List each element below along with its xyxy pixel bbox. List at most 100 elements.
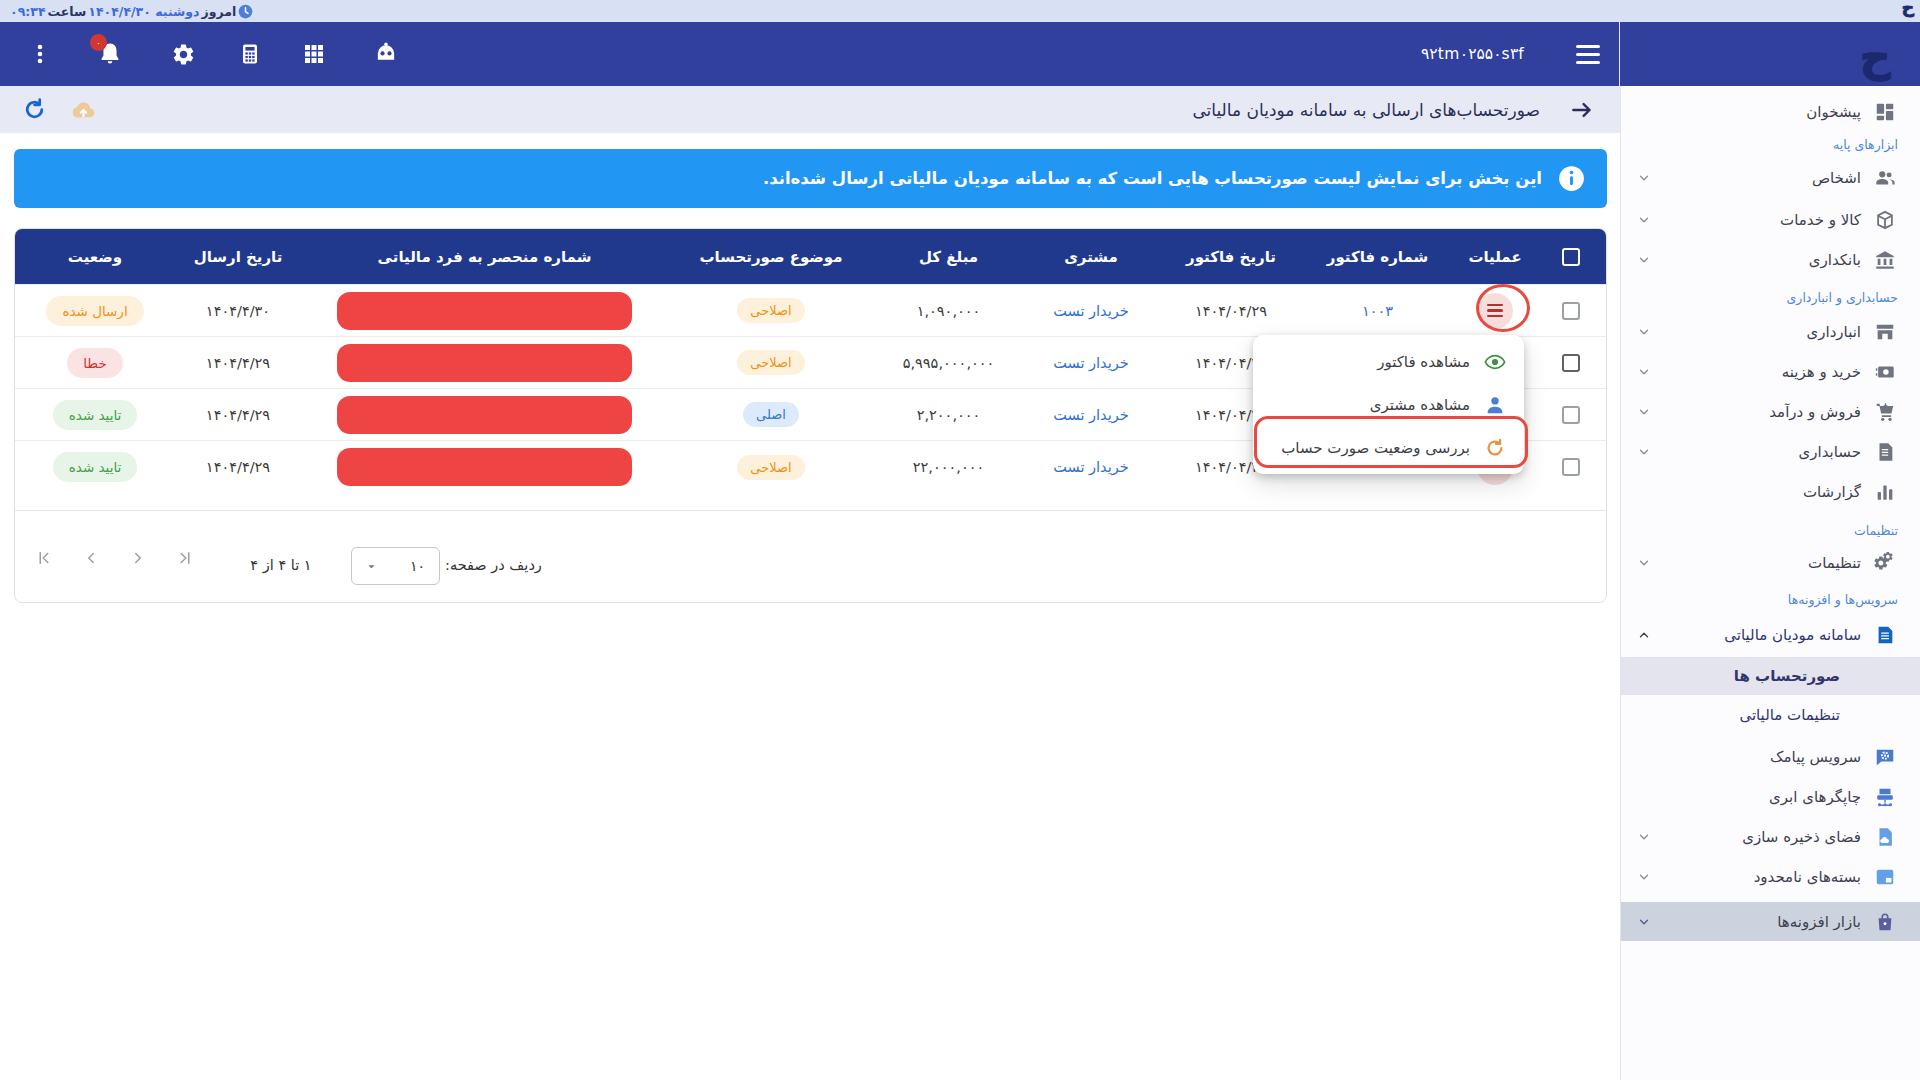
sidebar: پیشخوان ابزارهای پایه اشخاص کالا و خدمات… (1620, 86, 1920, 1080)
rows-per-page-select[interactable]: ۱۰ (351, 547, 440, 585)
cloud-upload-icon[interactable] (70, 96, 97, 127)
status-badge: ارسال شده (46, 296, 143, 326)
row-checkbox[interactable] (1562, 406, 1580, 424)
hamburger-menu-icon[interactable] (1576, 22, 1600, 86)
status-badge: تایید شده (53, 452, 138, 482)
sidebar-item-label: پیشخوان (1806, 103, 1861, 121)
chevron-up-icon (1637, 628, 1651, 642)
refresh-icon[interactable] (22, 97, 47, 126)
subject-badge: اصلاحی (737, 455, 804, 480)
total-amount: ۱,۰۹۰,۰۰۰ (876, 303, 1021, 319)
row-checkbox[interactable] (1562, 354, 1580, 372)
sidebar-item-cloud-printers[interactable]: چاپگرهای ابری (1621, 777, 1920, 817)
page-title: صورتحساب‌های ارسالی به سامانه مودیان مال… (1192, 86, 1540, 133)
sidebar-item-storage[interactable]: فضای ذخیره سازی (1621, 817, 1920, 857)
notifications-bell-icon[interactable]: ۰ (90, 22, 130, 86)
sidebar-subitem-tax-settings[interactable]: تنظیمات مالیاتی (1621, 696, 1920, 734)
bar-chart-icon (1874, 481, 1896, 503)
sidebar-item-label: صورتحساب ها (1734, 667, 1840, 685)
sidebar-item-sms-service[interactable]: سرویس پیامک (1621, 737, 1920, 777)
col-header-send-date: تاریخ ارسال (173, 248, 303, 266)
sidebar-item-label: فضای ذخیره سازی (1742, 828, 1861, 846)
next-page-button[interactable] (129, 549, 147, 567)
customer-link[interactable]: خریدار تست (1021, 303, 1161, 319)
status-badge: تایید شده (53, 400, 138, 430)
time-label: ساعت (48, 4, 87, 19)
sidebar-item-label: حسابداری (1799, 443, 1861, 461)
prev-page-button[interactable] (82, 549, 100, 567)
sidebar-item-people[interactable]: اشخاص (1621, 158, 1920, 198)
sidebar-item-label: بازار افزونه‌ها (1777, 913, 1861, 931)
col-header-invoice-number: شماره فاکتور (1301, 248, 1454, 266)
cloud-printer-icon (1874, 786, 1896, 808)
sidebar-item-addons-market[interactable]: بازار افزونه‌ها (1621, 902, 1920, 941)
col-header-total: مبلغ کل (876, 248, 1021, 266)
settings-gear-icon[interactable] (163, 22, 203, 86)
main-navbar (0, 22, 1920, 86)
assistant-robot-icon[interactable] (366, 22, 406, 86)
info-banner-text: این بخش برای نمایش لیست صورتحساب هایی اس… (763, 169, 1542, 188)
cart-icon (1874, 401, 1896, 423)
invoice-number-link[interactable]: ۱۰۰۳ (1301, 303, 1454, 319)
select-arrow-icon (366, 561, 377, 572)
sidebar-item-unlimited-packages[interactable]: بسته‌های نامحدود (1621, 857, 1920, 897)
pagination-bar: ۱ تا ۴ از ۴ ۱۰ ردیف در صفحه: (15, 510, 1606, 603)
subject-badge: اصلاحی (737, 298, 804, 323)
sidebar-item-label: چاپگرهای ابری (1769, 788, 1861, 806)
today-label: امروز (201, 4, 236, 19)
gears-icon (1874, 552, 1896, 574)
chevron-down-icon (1637, 870, 1651, 884)
sidebar-item-banking[interactable]: بانکداری (1621, 240, 1920, 280)
sidebar-item-label: خرید و هزینه (1782, 363, 1861, 381)
sidebar-item-label: انبارداری (1806, 323, 1861, 341)
sidebar-item-label: تنظیمات مالیاتی (1739, 706, 1840, 724)
sidebar-item-settings[interactable]: تنظیمات (1621, 543, 1920, 583)
col-header-operations: عملیات (1454, 248, 1536, 266)
back-arrow-icon[interactable] (1569, 97, 1595, 127)
row-checkbox[interactable] (1562, 458, 1580, 476)
sidebar-item-tax-system[interactable]: سامانه مودیان مالیاتی (1621, 615, 1920, 655)
sidebar-item-label: سامانه مودیان مالیاتی (1724, 626, 1861, 644)
info-banner: این بخش برای نمایش لیست صورتحساب هایی اس… (14, 149, 1607, 208)
col-header-status: وضعیت (17, 248, 173, 266)
customer-link[interactable]: خریدار تست (1021, 441, 1161, 493)
sidebar-subitem-invoices[interactable]: صورتحساب ها (1621, 657, 1920, 695)
sidebar-item-dashboard[interactable]: پیشخوان (1621, 92, 1920, 132)
first-page-button[interactable] (35, 549, 53, 567)
customer-link[interactable]: خریدار تست (1021, 407, 1161, 423)
eye-icon (1484, 351, 1506, 373)
kebab-menu-icon[interactable] (20, 22, 60, 86)
last-page-button[interactable] (176, 549, 194, 567)
sidebar-item-label: اشخاص (1812, 169, 1861, 187)
select-all-checkbox[interactable] (1562, 248, 1580, 266)
sidebar-section-services-addons: سرویس‌ها و افزونه‌ها (1621, 587, 1920, 611)
account-id[interactable]: ۹۲tm۰۲۵۵۰s۳f (1421, 22, 1524, 86)
date-time: امروز دوشنبه ۱۴۰۴/۴/۳۰ ساعت ۰۹:۳۴ (10, 0, 253, 22)
sidebar-item-purchase-expense[interactable]: خرید و هزینه (1621, 352, 1920, 392)
sidebar-section-base-tools: ابزارهای پایه (1621, 132, 1920, 156)
sidebar-item-reports[interactable]: گزارشات (1621, 472, 1920, 512)
menu-item-view-invoice[interactable]: مشاهده فاکتور (1253, 340, 1524, 383)
sidebar-item-warehouse[interactable]: انبارداری (1621, 312, 1920, 352)
top-status-strip: امروز دوشنبه ۱۴۰۴/۴/۳۰ ساعت ۰۹:۳۴ ح (0, 0, 1920, 22)
sidebar-item-accounting[interactable]: حسابداری (1621, 432, 1920, 472)
customer-link[interactable]: خریدار تست (1021, 355, 1161, 371)
chevron-down-icon (1637, 556, 1651, 570)
calculator-icon[interactable] (230, 22, 270, 86)
rows-per-page-label: ردیف در صفحه: (445, 557, 555, 573)
sidebar-item-label: بسته‌های نامحدود (1754, 868, 1861, 886)
row-checkbox[interactable] (1562, 302, 1580, 320)
chevron-down-icon (1637, 915, 1651, 929)
invoice-date: ۱۴۰۴/۰۴/۲۹ (1161, 303, 1301, 319)
sidebar-section-accounting-inventory: حسابداری و انبارداری (1621, 285, 1920, 309)
clock-icon (238, 4, 253, 19)
sidebar-item-label: فروش و درآمد (1769, 403, 1861, 421)
sidebar-item-sales-income[interactable]: فروش و درآمد (1621, 392, 1920, 432)
tax-id-redacted-block (337, 396, 632, 434)
sidebar-item-goods-services[interactable]: کالا و خدمات (1621, 200, 1920, 240)
chevron-down-icon (1637, 171, 1651, 185)
total-amount: ۲۲,۰۰۰,۰۰۰ (876, 441, 1021, 493)
send-date: ۱۴۰۴/۴/۳۰ (173, 303, 303, 319)
apps-grid-icon[interactable] (294, 22, 334, 86)
ledger-icon (1874, 441, 1896, 463)
